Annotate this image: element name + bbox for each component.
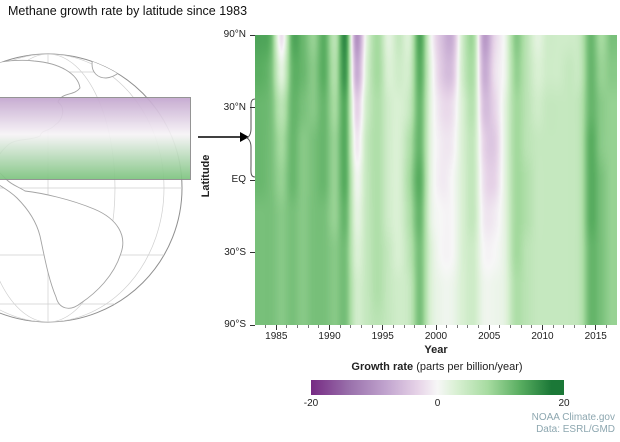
x-minor-tick: [339, 325, 341, 328]
colorbar-tick-label: 20: [558, 398, 570, 409]
y-tick-label: 90°S: [224, 319, 246, 330]
x-tick-label: 1985: [265, 331, 288, 342]
x-tick-label: 2015: [584, 331, 607, 342]
globe-map: [0, 53, 183, 323]
x-minor-tick: [584, 325, 586, 328]
x-minor-tick: [467, 325, 469, 328]
latitude-band-highlight: [0, 97, 191, 180]
colorbar-title-units: (parts per billion/year): [413, 361, 523, 373]
x-tick-label: 2000: [424, 331, 448, 342]
x-tick: [275, 325, 277, 330]
colorbar-title-main: Growth rate: [351, 361, 414, 373]
x-tick: [595, 325, 597, 330]
x-minor-tick: [446, 325, 448, 328]
colorbar: [311, 380, 564, 395]
x-tick: [382, 325, 384, 330]
x-minor-tick: [456, 325, 458, 328]
x-minor-tick: [297, 325, 299, 328]
y-tick: [250, 252, 255, 253]
x-minor-tick: [414, 325, 416, 328]
y-tick: [250, 179, 255, 181]
x-minor-tick: [520, 325, 522, 328]
x-tick: [488, 325, 490, 330]
x-axis-label: Year: [424, 344, 448, 356]
x-minor-tick: [286, 325, 288, 328]
credit-link[interactable]: NOAA Climate.gov: [531, 412, 615, 423]
x-tick-label: 1995: [371, 331, 394, 342]
colorbar-title: Growth rate (parts per billion/year): [286, 361, 588, 373]
x-minor-tick: [360, 325, 362, 328]
page-title: Methane growth rate by latitude since 19…: [8, 4, 248, 18]
x-tick-label: 2010: [531, 331, 554, 342]
x-minor-tick: [318, 325, 320, 328]
credit-data-source: Data: ESRL/GMD: [536, 424, 615, 435]
x-tick: [329, 325, 331, 330]
y-tick: [250, 34, 255, 36]
x-minor-tick: [499, 325, 501, 328]
x-minor-tick: [371, 325, 373, 328]
x-minor-tick: [392, 325, 394, 328]
x-minor-tick: [307, 325, 309, 328]
y-tick-label: 30°S: [224, 246, 246, 258]
x-tick: [541, 325, 543, 330]
y-tick-label: EQ: [231, 174, 246, 185]
x-tick-label: 2005: [478, 331, 501, 342]
x-minor-tick: [424, 325, 426, 328]
x-minor-tick: [350, 325, 352, 328]
y-tick: [250, 107, 255, 108]
latitude-brace: [246, 98, 256, 178]
x-minor-tick: [265, 325, 267, 328]
x-minor-tick: [605, 325, 607, 328]
x-tick-label: 1990: [318, 331, 341, 342]
colorbar-tick-label: 0: [434, 398, 441, 409]
x-minor-tick: [531, 325, 533, 328]
x-minor-tick: [573, 325, 575, 328]
y-tick-label: 30°N: [223, 101, 246, 113]
y-tick: [250, 324, 255, 326]
x-minor-tick: [478, 325, 480, 328]
y-tick-label: 90°N: [223, 29, 246, 40]
heatmap-canvas: [255, 35, 617, 325]
arrow-icon: [198, 132, 249, 142]
colorbar-tick-label: -20: [303, 398, 319, 409]
x-minor-tick: [563, 325, 565, 328]
x-minor-tick: [510, 325, 512, 328]
x-tick: [435, 325, 437, 330]
x-minor-tick: [552, 325, 554, 328]
x-minor-tick: [403, 325, 405, 328]
